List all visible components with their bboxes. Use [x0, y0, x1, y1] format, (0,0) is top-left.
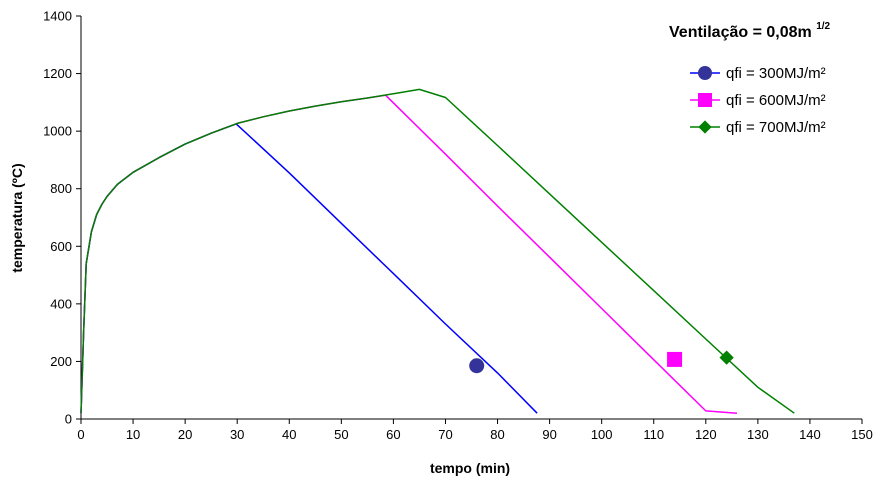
y-tick-labels: 0 200 400 600 800 1000 1200 1400 [43, 9, 72, 427]
axes [76, 15, 863, 424]
x-axis-title: tempo (min) [430, 460, 510, 476]
series-line-2 [80, 94, 738, 414]
x-tick-label: 110 [643, 427, 664, 442]
svg-text:Ventilação = 0,08m 1/2: Ventilação = 0,08m 1/2 [669, 21, 831, 41]
y-tick-label: 600 [50, 239, 72, 254]
x-tick-label: 70 [438, 427, 452, 442]
chart-title-text: Ventilação = 0,08m [669, 24, 812, 41]
x-tick-label: 50 [334, 427, 348, 442]
x-tick-label: 0 [77, 427, 84, 442]
series-markers [469, 350, 734, 374]
y-tick-label: 1400 [43, 9, 72, 24]
x-tick-label: 80 [490, 427, 504, 442]
x-tick-label: 120 [695, 427, 717, 442]
y-tick-label: 200 [50, 354, 72, 369]
y-axis-title: temperatura (ºC) [9, 163, 25, 272]
series-marker-3 [719, 350, 734, 365]
y-tick-label: 400 [50, 296, 72, 311]
legend-label: qfi = 700MJ/m² [726, 119, 826, 136]
x-tick-labels: 0 10 20 30 40 50 60 70 80 90 100 110 120 130 140 150 [77, 427, 872, 442]
series-lines [80, 88, 795, 414]
legend-marker [698, 120, 712, 134]
series-line-3 [80, 88, 795, 414]
series-marker-2 [667, 351, 683, 367]
y-tick-label: 0 [65, 412, 72, 427]
chart-title-superscript: 1/2 [816, 21, 830, 32]
legend-item-2: qfi = 600MJ/m² [690, 92, 826, 109]
legend-label: qfi = 300MJ/m² [726, 65, 826, 82]
series-marker-1 [469, 358, 485, 374]
y-tick-label: 1000 [43, 124, 72, 139]
x-tick-label: 140 [799, 427, 821, 442]
series-line-1 [80, 123, 538, 414]
x-tick-label: 20 [178, 427, 192, 442]
x-tick-label: 10 [126, 427, 140, 442]
x-tick-label: 40 [282, 427, 296, 442]
y-tick-label: 800 [50, 181, 72, 196]
y-tick-label: 1200 [43, 66, 72, 81]
legend: qfi = 300MJ/m² qfi = 600MJ/m² qfi = 700MJ/… [690, 65, 826, 136]
legend-marker [698, 66, 712, 80]
x-tick-label: 90 [542, 427, 556, 442]
x-tick-label: 100 [591, 427, 613, 442]
chart-title: Ventilação = 0,08m 1/2 [669, 21, 831, 41]
legend-marker [698, 93, 712, 107]
x-tick-label: 150 [851, 427, 873, 442]
x-tick-label: 30 [230, 427, 244, 442]
legend-label: qfi = 600MJ/m² [726, 92, 826, 109]
x-tick-label: 60 [386, 427, 400, 442]
x-tick-label: 130 [747, 427, 769, 442]
legend-item-3: qfi = 700MJ/m² [690, 119, 826, 136]
legend-item-1: qfi = 300MJ/m² [690, 65, 826, 82]
